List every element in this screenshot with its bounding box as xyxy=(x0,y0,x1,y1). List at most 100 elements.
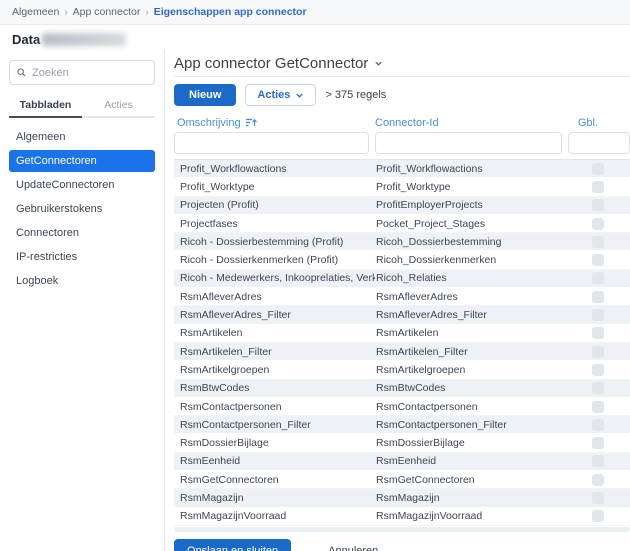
sidebar-item[interactable]: IP-restricties xyxy=(9,246,155,268)
cell-connector-id[interactable]: Profit_Workflowactions xyxy=(376,162,483,175)
cell-connector-id[interactable]: Pocket_Project_Stages xyxy=(376,217,486,230)
gbl-checkbox[interactable] xyxy=(592,400,604,413)
gbl-checkbox[interactable] xyxy=(592,290,604,303)
gbl-checkbox[interactable] xyxy=(592,437,604,450)
cell-connector-id[interactable]: RsmBtwCodes xyxy=(376,382,446,395)
table-row[interactable]: Profit_Workflowactions Profit_Workflowac… xyxy=(174,160,630,179)
cell-connector-id[interactable]: Ricoh_Dossierbestemming xyxy=(376,235,502,248)
cell-omschrijving[interactable]: RsmContactpersonen_Filter xyxy=(180,418,311,431)
filter-gbl-input[interactable] xyxy=(568,132,630,154)
cell-connector-id[interactable]: RsmDossierBijlage xyxy=(376,437,465,450)
cell-connector-id[interactable]: RsmContactpersonen_Filter xyxy=(376,418,507,431)
sidebar-item[interactable]: UpdateConnectoren xyxy=(9,174,155,196)
cell-connector-id[interactable]: Profit_Worktype xyxy=(376,180,451,193)
table-row[interactable]: RsmArtikelen_Filter RsmArtikelen_Filter xyxy=(174,342,630,362)
column-header-omschrijving[interactable]: Omschrijving xyxy=(174,117,375,129)
table-row[interactable]: RsmEenheid RsmEenheid xyxy=(174,452,630,472)
table-row[interactable]: Ricoh - Medewerkers, Inkooprelaties, Ver… xyxy=(174,269,630,289)
cell-omschrijving[interactable]: RsmMagazijn xyxy=(180,491,244,504)
cell-omschrijving[interactable]: RsmArtikelgroepen xyxy=(180,363,270,376)
cell-omschrijving[interactable]: Ricoh - Medewerkers, Inkooprelaties, Ver… xyxy=(180,272,375,285)
gbl-checkbox[interactable] xyxy=(592,418,604,431)
cell-omschrijving[interactable]: Projecten (Profit) xyxy=(180,199,259,212)
breadcrumb-item-app-connector[interactable]: App connector xyxy=(72,6,141,18)
cell-omschrijving[interactable]: RsmGetConnectoren xyxy=(180,473,279,486)
cell-omschrijving[interactable]: Profit_Workflowactions xyxy=(180,162,287,175)
cell-omschrijving[interactable]: RsmContactpersonen xyxy=(180,400,282,413)
cell-connector-id[interactable]: RsmMagazijn xyxy=(376,491,440,504)
gbl-checkbox[interactable] xyxy=(592,491,604,504)
filter-connector-id-input[interactable] xyxy=(375,132,562,154)
cell-omschrijving[interactable]: RsmDossierBijlage xyxy=(180,437,269,450)
cell-connector-id[interactable]: RsmContactpersonen xyxy=(376,400,478,413)
sidebar-item[interactable]: Algemeen xyxy=(9,126,155,148)
table-row[interactable]: RsmBtwCodes RsmBtwCodes xyxy=(174,379,630,398)
tab-acties[interactable]: Acties xyxy=(104,99,133,111)
cell-omschrijving[interactable]: RsmBtwCodes xyxy=(180,382,250,395)
table-row[interactable]: RsmArtikelen RsmArtikelen xyxy=(174,324,630,343)
search-input[interactable] xyxy=(32,66,147,79)
gbl-checkbox[interactable] xyxy=(592,217,604,230)
gbl-checkbox[interactable] xyxy=(592,345,604,358)
table-row[interactable]: RsmArtikelgroepen RsmArtikelgroepen xyxy=(174,361,630,380)
filter-omschrijving-input[interactable] xyxy=(174,132,369,154)
table-row[interactable]: Profit_Worktype Profit_Worktype xyxy=(174,178,630,197)
gbl-checkbox[interactable] xyxy=(592,363,604,376)
cell-connector-id[interactable]: RsmArtikelen_Filter xyxy=(376,345,468,358)
cancel-button[interactable]: Annuleren xyxy=(328,545,378,551)
cell-omschrijving[interactable]: Ricoh - Dossierbestemming (Profit) xyxy=(180,235,344,248)
cell-connector-id[interactable]: ProfitEmployerProjects xyxy=(376,199,483,212)
table-row[interactable]: RsmDossierBijlage RsmDossierBijlage xyxy=(174,434,630,453)
cell-omschrijving[interactable]: RsmArtikelen_Filter xyxy=(180,345,272,358)
cell-omschrijving[interactable]: RsmEenheid xyxy=(180,455,241,468)
sidebar-item[interactable]: Gebruikerstokens xyxy=(9,198,155,220)
sidebar-item[interactable]: GetConnectoren xyxy=(9,150,155,172)
gbl-checkbox[interactable] xyxy=(592,309,604,322)
table-row[interactable]: RsmGetConnectoren RsmGetConnectoren xyxy=(174,471,630,490)
cell-connector-id[interactable]: RsmArtikelgroepen xyxy=(376,363,466,376)
breadcrumb-item-algemeen[interactable]: Algemeen xyxy=(12,6,60,18)
table-row[interactable]: RsmMagazijnVoorraad RsmMagazijnVoorraad xyxy=(174,507,630,526)
column-header-gbl[interactable]: Gbl. xyxy=(578,117,630,129)
tab-tabbladen[interactable]: Tabbladen xyxy=(9,95,82,118)
gbl-checkbox[interactable] xyxy=(592,180,604,193)
cell-omschrijving[interactable]: RsmAfleverAdres xyxy=(180,290,262,303)
cell-omschrijving[interactable]: RsmMagazijnVoorraad xyxy=(180,510,287,523)
sidebar-item[interactable]: Logboek xyxy=(9,270,155,292)
gbl-checkbox[interactable] xyxy=(592,455,604,468)
cell-connector-id[interactable]: RsmEenheid xyxy=(376,455,437,468)
sidebar-item[interactable]: Connectoren xyxy=(9,222,155,244)
table-row[interactable]: RsmContactpersonen_Filter RsmContactpers… xyxy=(174,416,630,435)
gbl-checkbox[interactable] xyxy=(592,382,604,395)
cell-connector-id[interactable]: RsmArtikelen xyxy=(376,327,439,340)
actions-button[interactable]: Acties xyxy=(245,84,317,106)
cell-omschrijving[interactable]: Profit_Worktype xyxy=(180,180,255,193)
cell-connector-id[interactable]: RsmAfleverAdres xyxy=(376,290,458,303)
table-row[interactable]: Projectfases Pocket_Project_Stages xyxy=(174,214,630,234)
breadcrumb-item-current[interactable]: Eigenschappen app connector xyxy=(153,6,307,18)
column-header-connector-id[interactable]: Connector-Id xyxy=(375,117,567,129)
cell-connector-id[interactable]: RsmAfleverAdres_Filter xyxy=(376,309,487,322)
main-title-row[interactable]: App connector GetConnector xyxy=(174,50,630,77)
cell-connector-id[interactable]: RsmGetConnectoren xyxy=(376,473,475,486)
gbl-checkbox[interactable] xyxy=(592,199,604,212)
gbl-checkbox[interactable] xyxy=(592,473,604,486)
cell-connector-id[interactable]: Ricoh_Dossierkenmerken xyxy=(376,254,497,267)
table-row[interactable]: Projecten (Profit) ProfitEmployerProject… xyxy=(174,196,630,215)
cell-connector-id[interactable]: Ricoh_Relaties xyxy=(376,272,447,285)
cell-connector-id[interactable]: RsmMagazijnVoorraad xyxy=(376,510,483,523)
gbl-checkbox[interactable] xyxy=(592,162,604,175)
cell-omschrijving[interactable]: RsmAfleverAdres_Filter xyxy=(180,309,291,322)
table-row[interactable]: Ricoh - Dossierbestemming (Profit) Ricoh… xyxy=(174,233,630,252)
gbl-checkbox[interactable] xyxy=(592,327,604,340)
gbl-checkbox[interactable] xyxy=(592,254,604,267)
horizontal-scrollbar[interactable] xyxy=(174,526,630,532)
cell-omschrijving[interactable]: Ricoh - Dossierkenmerken (Profit) xyxy=(180,254,339,267)
gbl-checkbox[interactable] xyxy=(592,272,604,285)
new-button[interactable]: Nieuw xyxy=(174,84,237,106)
cell-omschrijving[interactable]: Projectfases xyxy=(180,217,238,230)
table-row[interactable]: RsmContactpersonen RsmContactpersonen xyxy=(174,397,630,417)
search-box[interactable] xyxy=(9,60,155,85)
gbl-checkbox[interactable] xyxy=(592,510,604,523)
table-row[interactable]: RsmMagazijn RsmMagazijn xyxy=(174,489,630,508)
